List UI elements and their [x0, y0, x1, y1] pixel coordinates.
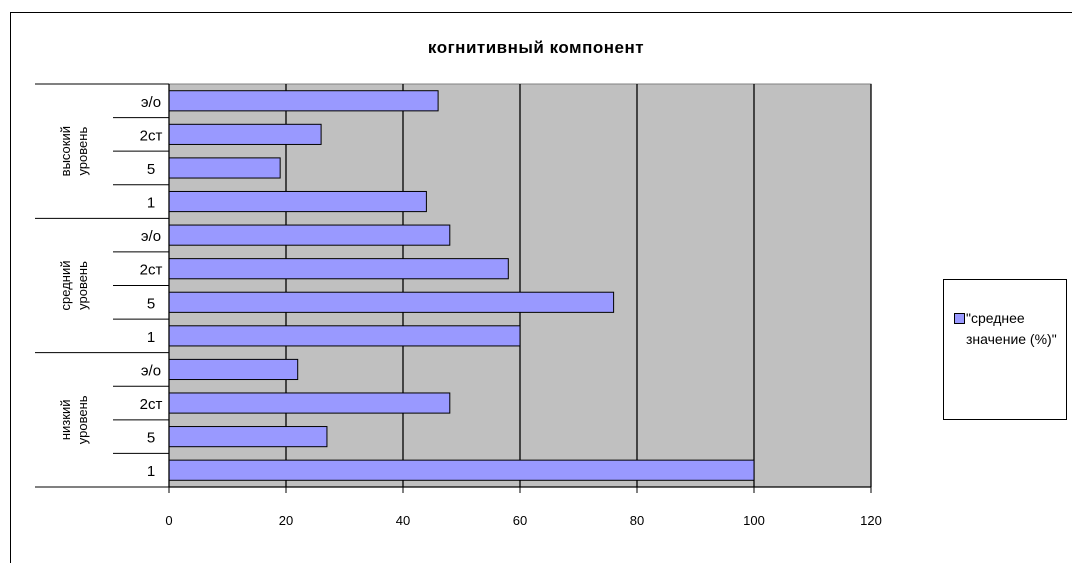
- group-label: средний уровень: [58, 261, 90, 311]
- bar: [168, 157, 281, 179]
- group-label: низкий уровень: [58, 395, 90, 444]
- x-tick-label: 120: [860, 513, 882, 528]
- category-label: э/о: [141, 362, 161, 379]
- bars: [168, 90, 755, 481]
- bar: [168, 291, 615, 313]
- bar: [168, 392, 451, 414]
- chart-frame: [10, 12, 1072, 563]
- legend: "среднее значение (%)": [943, 279, 1067, 420]
- category-label: 1: [147, 195, 155, 212]
- x-tick-label: 20: [279, 513, 293, 528]
- category-label: 5: [147, 430, 155, 447]
- category-label: 1: [147, 463, 155, 480]
- category-label: 1: [147, 329, 155, 346]
- bar: [168, 224, 451, 246]
- x-tick-label: 60: [513, 513, 527, 528]
- bar: [168, 459, 755, 481]
- x-tick-label: 80: [630, 513, 644, 528]
- legend-label: "среднее значение (%)": [966, 310, 1057, 347]
- bar: [168, 358, 299, 381]
- x-tick-label: 0: [165, 513, 172, 528]
- chart-title: когнитивный компонент: [427, 38, 645, 57]
- category-label: э/о: [141, 94, 161, 111]
- gridlines: [285, 84, 872, 487]
- category-label: 5: [147, 161, 155, 178]
- bar: [168, 90, 439, 112]
- x-tick-label: 40: [396, 513, 410, 528]
- bar: [168, 190, 427, 213]
- bar: [168, 123, 322, 145]
- group-label: высокий уровень: [58, 126, 90, 176]
- x-tick-label: 100: [743, 513, 765, 528]
- bar: [168, 258, 509, 280]
- labels: 0 20 40 60 80 100 120 высокий уровень э/о 2ст 5 1 сре…: [58, 94, 882, 528]
- category-label: 5: [147, 295, 155, 312]
- bar: [168, 426, 328, 448]
- axes: [35, 83, 872, 493]
- category-label: э/о: [141, 228, 161, 245]
- category-label: 2ст: [140, 127, 163, 144]
- legend-swatch: [954, 313, 965, 324]
- category-label: 2ст: [140, 262, 163, 279]
- category-label: 2ст: [140, 396, 163, 413]
- bar: [168, 325, 521, 347]
